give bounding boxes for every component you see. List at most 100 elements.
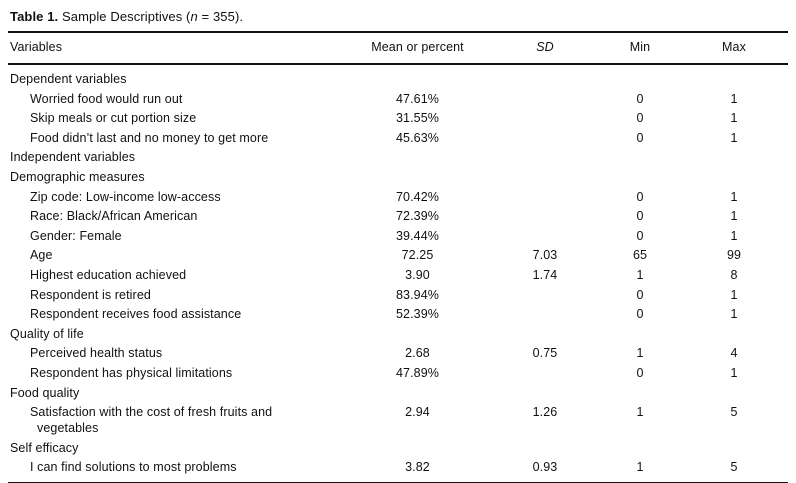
table-caption-post: = 355). xyxy=(197,9,244,24)
cell-min: 0 xyxy=(636,228,644,243)
table-row: Respondent receives food assistance 52.3… xyxy=(8,304,788,324)
descriptives-table: Variables Mean or percent SD Min Max Dep… xyxy=(8,31,788,483)
cell-sd: 1.26 xyxy=(532,405,558,420)
cell-sd: 7.03 xyxy=(532,248,558,263)
cell-max: 1 xyxy=(730,365,738,380)
cell-min: 65 xyxy=(632,248,648,263)
cell-sd xyxy=(490,187,600,207)
table-row: Skip meals or cut portion size 31.55% 0 … xyxy=(8,108,788,128)
table-row: Independent variables xyxy=(8,148,788,168)
column-header-variables: Variables xyxy=(8,32,345,65)
cell-max: 1 xyxy=(730,91,738,106)
cell-mean: 83.94% xyxy=(396,287,439,302)
cell-min xyxy=(600,167,680,187)
table-row: Food quality xyxy=(8,383,788,403)
cell-mean: 39.44% xyxy=(396,228,439,243)
table-row: Gender: Female 39.44% 0 1 xyxy=(8,226,788,246)
header-row: Variables Mean or percent SD Min Max xyxy=(8,32,788,65)
cell-min: 0 xyxy=(636,130,644,145)
cell-sd xyxy=(490,304,600,324)
cell-max: 1 xyxy=(730,189,738,204)
cell-min: 0 xyxy=(636,307,644,322)
row-label: Perceived health status xyxy=(30,346,163,361)
cell-min: 0 xyxy=(636,287,644,302)
cell-mean xyxy=(345,64,490,89)
cell-max: 1 xyxy=(730,307,738,322)
column-header-mean: Mean or percent xyxy=(345,32,490,65)
cell-min xyxy=(600,383,680,403)
table-row: Self efficacy xyxy=(8,438,788,458)
cell-mean xyxy=(345,148,490,168)
cell-max: 4 xyxy=(730,346,738,361)
cell-sd xyxy=(490,108,600,128)
cell-mean xyxy=(345,383,490,403)
cell-max: 1 xyxy=(730,209,738,224)
table-row: I can find solutions to most problems 3.… xyxy=(8,457,788,483)
row-label: Age xyxy=(30,248,53,263)
cell-min: 0 xyxy=(636,365,644,380)
cell-min xyxy=(600,148,680,168)
cell-sd xyxy=(490,148,600,168)
cell-min: 1 xyxy=(636,346,644,361)
cell-mean xyxy=(345,324,490,344)
cell-mean: 3.90 xyxy=(405,267,430,282)
cell-mean xyxy=(345,438,490,458)
row-label: Quality of life xyxy=(10,326,84,341)
cell-sd xyxy=(490,89,600,109)
cell-max xyxy=(680,167,788,187)
cell-max: 1 xyxy=(730,130,738,145)
column-header-sd: SD xyxy=(490,32,600,65)
cell-max xyxy=(680,438,788,458)
row-label: Gender: Female xyxy=(30,228,122,243)
cell-sd xyxy=(490,206,600,226)
table-row: Age 72.25 7.03 65 99 xyxy=(8,246,788,266)
row-label: Highest education achieved xyxy=(30,267,187,282)
row-label: Respondent is retired xyxy=(30,287,151,302)
row-label: I can find solutions to most problems xyxy=(30,460,237,475)
cell-min: 0 xyxy=(636,111,644,126)
cell-mean: 72.39% xyxy=(396,209,439,224)
table-number: Table 1. xyxy=(10,9,59,24)
table-header: Variables Mean or percent SD Min Max xyxy=(8,32,788,65)
cell-mean: 45.63% xyxy=(396,130,439,145)
table-row: Highest education achieved 3.90 1.74 1 8 xyxy=(8,265,788,285)
table-row: Respondent is retired 83.94% 0 1 xyxy=(8,285,788,305)
cell-sd xyxy=(490,226,600,246)
cell-min xyxy=(600,438,680,458)
cell-mean: 72.25 xyxy=(401,248,434,263)
cell-max xyxy=(680,383,788,403)
cell-max: 1 xyxy=(730,287,738,302)
cell-max: 8 xyxy=(730,267,738,282)
cell-sd xyxy=(490,285,600,305)
table-row: Dependent variables xyxy=(8,64,788,89)
cell-sd: 0.75 xyxy=(532,346,558,361)
column-header-max: Max xyxy=(680,32,788,65)
cell-mean: 47.61% xyxy=(396,91,439,106)
cell-max xyxy=(680,64,788,89)
cell-sd xyxy=(490,438,600,458)
table-row: Perceived health status 2.68 0.75 1 4 xyxy=(8,344,788,364)
cell-sd xyxy=(490,128,600,148)
table-row: Quality of life xyxy=(8,324,788,344)
table-row: Race: Black/African American 72.39% 0 1 xyxy=(8,206,788,226)
cell-min: 0 xyxy=(636,189,644,204)
row-label: Food quality xyxy=(10,385,80,400)
cell-min: 1 xyxy=(636,405,644,420)
cell-max: 5 xyxy=(730,460,738,475)
table-caption-pre: Sample Descriptives ( xyxy=(58,9,191,24)
row-label: Self efficacy xyxy=(10,440,79,455)
row-label: Worried food would run out xyxy=(30,91,183,106)
cell-mean xyxy=(345,167,490,187)
column-header-min: Min xyxy=(600,32,680,65)
row-label: Race: Black/African American xyxy=(30,209,198,224)
cell-max: 1 xyxy=(730,111,738,126)
cell-min: 0 xyxy=(636,91,644,106)
cell-min xyxy=(600,324,680,344)
table-row: Satisfaction with the cost of fresh frui… xyxy=(8,402,788,438)
cell-sd: 1.74 xyxy=(532,267,558,282)
row-label: Satisfaction with the cost of fresh frui… xyxy=(30,405,273,436)
row-label: Food didn’t last and no money to get mor… xyxy=(30,130,269,145)
row-label: Dependent variables xyxy=(10,72,127,86)
table-row: Zip code: Low-income low-access 70.42% 0… xyxy=(8,187,788,207)
